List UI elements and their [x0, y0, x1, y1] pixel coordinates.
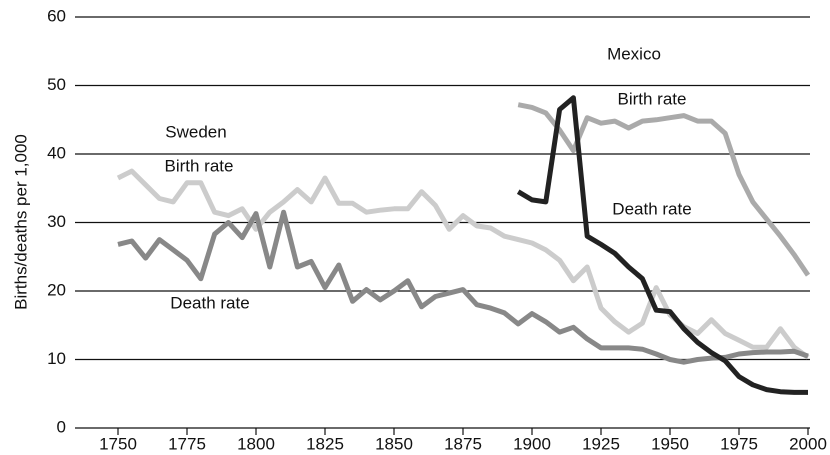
annotation: Mexico — [607, 44, 661, 63]
y-tick-label: 0 — [57, 417, 66, 436]
x-tick-label: 1850 — [375, 434, 413, 453]
x-tick-label: 1925 — [582, 434, 620, 453]
annotation: Birth rate — [165, 156, 234, 175]
x-tick-label: 1875 — [444, 434, 482, 453]
y-tick-label: 40 — [47, 143, 66, 162]
x-tick-label: 1900 — [513, 434, 551, 453]
x-tick-label: 1825 — [306, 434, 344, 453]
y-tick-label: 60 — [47, 6, 66, 25]
x-tick-label: 1950 — [651, 434, 689, 453]
y-tick-label: 50 — [47, 75, 66, 94]
series-line — [116, 168, 810, 360]
annotation: Birth rate — [618, 89, 687, 108]
y-axis-label: Births/deaths per 1,000 — [11, 134, 30, 310]
annotation: Sweden — [165, 122, 226, 141]
x-tick-label: 1975 — [720, 434, 758, 453]
x-tick-label: 1750 — [99, 434, 137, 453]
x-tick-label: 1800 — [237, 434, 275, 453]
y-tick-label: 30 — [47, 212, 66, 231]
series-line — [517, 102, 811, 277]
series-line — [117, 209, 809, 365]
annotation: Death rate — [170, 293, 249, 312]
y-tick-label: 10 — [47, 349, 66, 368]
x-tick-label: 1775 — [168, 434, 206, 453]
annotation: Death rate — [612, 199, 691, 218]
series-line — [516, 95, 808, 395]
y-tick-label: 20 — [47, 280, 66, 299]
x-tick-label: 2000 — [789, 434, 827, 453]
